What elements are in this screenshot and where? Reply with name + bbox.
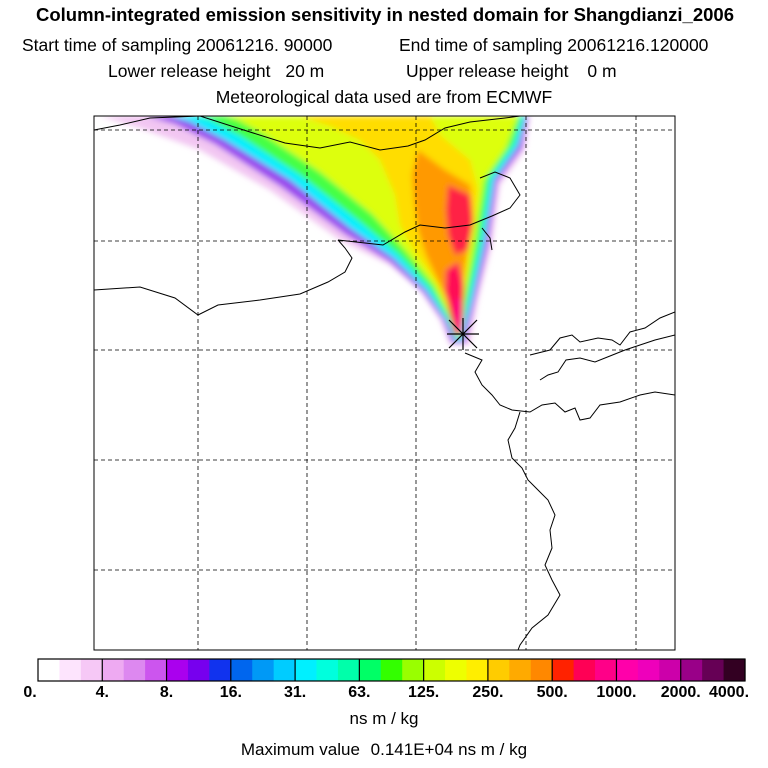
colorbar-segment [680, 659, 703, 681]
met-data-line: Meteorological data used are from ECMWF [215, 87, 553, 107]
colorbar-units: ns m / kg [349, 709, 419, 728]
colorbar-tick-label: 8. [159, 684, 174, 701]
colorbar-segment [637, 659, 660, 681]
colorbar-tick-label: 16. [219, 684, 242, 701]
colorbar-segment [337, 659, 360, 681]
colorbar-segment [380, 659, 403, 681]
colorbar-tick-label: 63. [348, 684, 371, 701]
coastline-borders [94, 116, 675, 650]
colorbar-tick-label: 125. [408, 684, 440, 701]
colorbar-segment [509, 659, 532, 681]
colorbar-segment [145, 659, 168, 681]
colorbar-segment [166, 659, 189, 681]
colorbar-ticks [101, 659, 682, 681]
colorbar-tick-label: 4000. [708, 684, 750, 701]
maximum-value-line: Maximum value 0.141E+04 ns m / kg [0, 740, 768, 760]
colorbar-segment [80, 659, 103, 681]
colorbar-tick-label: 31. [283, 684, 307, 701]
lower-height-line: Lower release height 20 m [108, 61, 324, 82]
lat-lon-grid [94, 116, 675, 650]
start-time-label: Start time of sampling [22, 35, 192, 55]
colorbar-segment [316, 659, 339, 681]
start-time-line: Start time of sampling 20061216. 90000 [22, 35, 332, 56]
colorbar-segment [573, 659, 596, 681]
colorbar [38, 659, 746, 681]
start-time-value: 20061216. 90000 [196, 35, 333, 55]
colorbar-segment [359, 659, 382, 681]
end-time-value: 20061216.120000 [567, 35, 709, 55]
colorbar-segment [230, 659, 253, 681]
colorbar-segment [530, 659, 553, 681]
sensitivity-plume [100, 116, 530, 345]
colorbar-segment [552, 659, 575, 681]
colorbar-segment [723, 659, 746, 681]
colorbar-segment [102, 659, 125, 681]
colorbar-tick-label: 250. [472, 684, 504, 701]
upper-height-value: 0 m [587, 61, 617, 81]
colorbar-segment [187, 659, 210, 681]
colorbar-segment [209, 659, 232, 681]
colorbar-segment [123, 659, 146, 681]
upper-height-line: Upper release height 0 m [406, 61, 617, 82]
maximum-value-units: ns m / kg [458, 740, 528, 759]
colorbar-segment [595, 659, 618, 681]
colorbar-segment [252, 659, 275, 681]
colorbar-tick-label: 2000. [660, 684, 701, 701]
maximum-value: 0.141E+04 [370, 740, 454, 759]
colorbar-segment [702, 659, 725, 681]
colorbar-tick-label: 500. [536, 684, 568, 701]
colorbar-segment [445, 659, 468, 681]
lower-height-value: 20 m [285, 61, 325, 81]
colorbar-segment [659, 659, 682, 681]
lower-height-label: Lower release height [108, 61, 271, 81]
end-time-line: End time of sampling 20061216.120000 [399, 35, 708, 56]
colorbar-tick-label: 1000. [596, 684, 637, 701]
upper-height-label: Upper release height [406, 61, 569, 81]
colorbar-tick-label: 4. [95, 684, 109, 701]
colorbar-segment [38, 659, 61, 681]
colorbar-segment [423, 659, 446, 681]
receptor-marker [447, 318, 479, 350]
colorbar-frame [37, 658, 746, 682]
colorbar-segment [59, 659, 82, 681]
colorbar-segment [487, 659, 510, 681]
colorbar-tick-label: 0. [23, 684, 37, 701]
colorbar-segment [273, 659, 296, 681]
figure-title: Column-integrated emission sensitivity i… [35, 4, 734, 25]
colorbar-segment [466, 659, 489, 681]
end-time-label: End time of sampling [399, 35, 563, 55]
colorbar-segment [402, 659, 425, 681]
map-frame [93, 115, 676, 651]
colorbar-segment [295, 659, 318, 681]
maximum-value-label: Maximum value [240, 740, 360, 759]
colorbar-segment [616, 659, 639, 681]
